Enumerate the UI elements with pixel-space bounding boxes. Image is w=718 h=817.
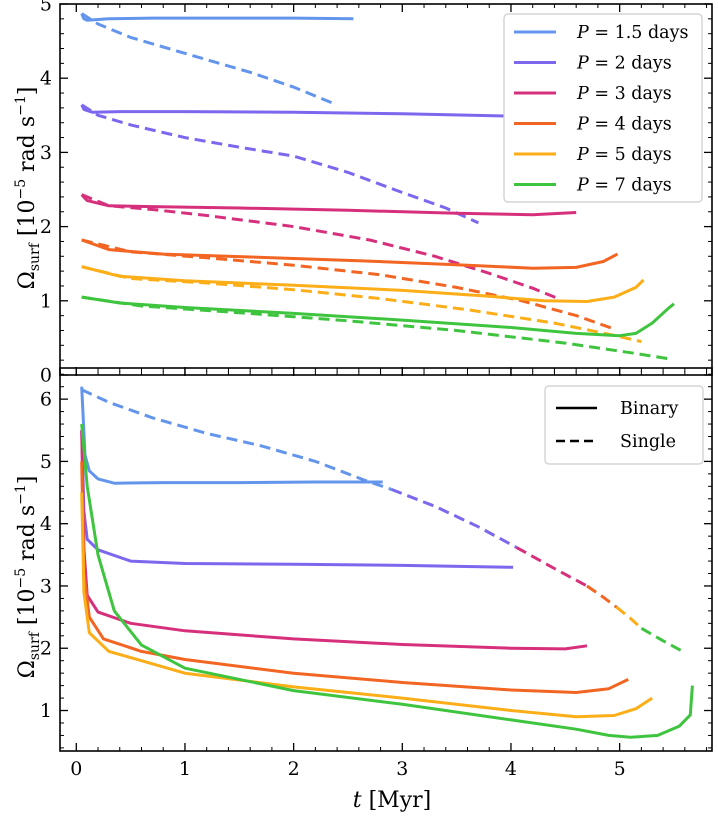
x-tick-label: 5: [614, 758, 626, 780]
x-tick-label: 4: [505, 758, 517, 780]
top-binary-line-p-2-days: [80, 104, 506, 118]
top-binary-line-p-7-days: [81, 295, 675, 338]
bottom-legend: Binary Single: [544, 385, 704, 465]
x-axis-variable: t: [353, 788, 362, 813]
legend-label-p-2-days: P = 2 days: [576, 54, 672, 74]
x-tick-label: 3: [396, 758, 408, 780]
bottom-single-segment-1: [81, 388, 392, 491]
y-tick-label: 6: [40, 389, 52, 411]
y-tick-label: 2: [40, 216, 52, 238]
top-binary-line-p-5-days: [81, 265, 645, 303]
y-tick-label: 4: [40, 68, 52, 90]
x-tick-label: 2: [288, 758, 300, 780]
top-binary-line-p-4-days: [81, 238, 619, 270]
legend-label-p-4-days: P = 4 days: [576, 115, 672, 135]
y-tick-label: 5: [40, 451, 52, 473]
y-tick-label: 3: [40, 142, 52, 164]
y-tick-label: 1: [40, 700, 52, 722]
top-binary-lines: [80, 13, 675, 338]
bottom-binary-lines: [80, 386, 694, 739]
bottom-binary-line-p-4-days: [80, 461, 629, 694]
legend-label-p-1-5-days: P = 1.5 days: [576, 23, 688, 43]
bottom-binary-line-p-7-days: [80, 423, 694, 739]
bottom-binary-line-p-1-5-days: [80, 386, 383, 485]
legend-single-label: Single: [620, 432, 676, 452]
y-tick-label: 3: [40, 575, 52, 597]
top-binary-line-p-3-days: [80, 193, 577, 217]
legend-label-p-5-days: P = 5 days: [576, 145, 672, 165]
x-tick-label: 1: [179, 758, 191, 780]
bottom-single-segment-5: [615, 605, 643, 630]
top-binary-line-p-1-5-days: [80, 13, 354, 22]
legend-binary-label: Binary: [620, 399, 679, 419]
bottom-single-segment-2: [390, 488, 518, 549]
bottom-axes-frame: [59, 367, 713, 752]
x-tick-label: 0: [70, 758, 82, 780]
y-tick-label: 0: [40, 365, 52, 387]
top-legend: P = 1.5 days P = 2 days P = 3 days P = 4 da…: [503, 13, 703, 203]
top-axes-frame: [59, 3, 713, 376]
y-tick-label: 5: [40, 0, 52, 16]
bottom-single-segment-3: [515, 546, 588, 588]
x-axis-unit: [Myr]: [369, 788, 432, 813]
legend-label-p-7-days: P = 7 days: [576, 176, 672, 196]
x-axis-label: t [Myr]: [353, 788, 431, 813]
bottom-single-segment-4: [586, 584, 618, 609]
top-single-line-p-1-5-days: [80, 12, 333, 105]
bottom-binary-line-p-2-days: [80, 430, 514, 569]
bottom-single-lines: [81, 388, 684, 653]
y-tick-label: 2: [40, 638, 52, 660]
y-tick-label: 4: [40, 513, 52, 535]
top-single-line-p-2-days: [80, 103, 480, 225]
bottom-legend-box: [544, 385, 704, 465]
y-tick-label: 1: [40, 290, 52, 312]
legend-label-p-3-days: P = 3 days: [576, 84, 672, 104]
bottom-single-segment-6: [640, 627, 684, 653]
bottom-binary-line-p-5-days: [80, 492, 654, 719]
